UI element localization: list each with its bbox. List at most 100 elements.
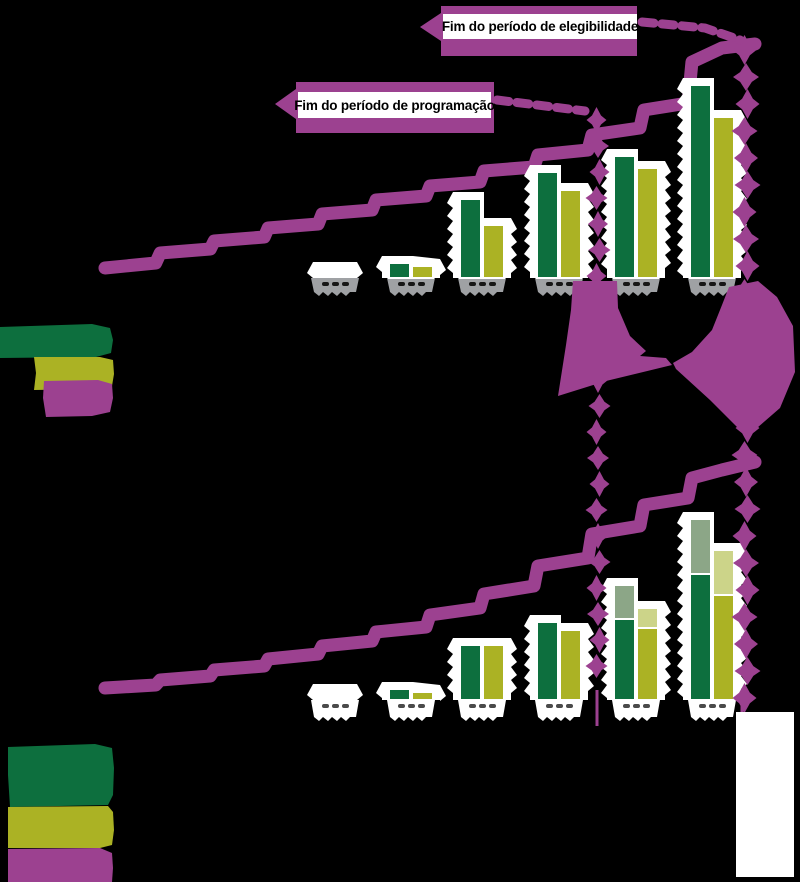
dash-diamond xyxy=(732,683,757,713)
cumulative-line xyxy=(98,455,762,695)
axis-pedestal xyxy=(612,700,660,721)
bar xyxy=(536,171,559,279)
category-mark xyxy=(566,282,573,286)
dash-diamond xyxy=(588,211,608,237)
legend-swatch-purple xyxy=(43,380,113,417)
category-mark xyxy=(322,704,329,708)
programming-ribbon-arrowhead xyxy=(275,89,296,119)
eligibility-callout-label: Fim do período de elegibilidade xyxy=(441,19,639,34)
dash-diamond xyxy=(589,159,610,185)
bar xyxy=(689,518,712,575)
category-mark xyxy=(332,282,339,286)
dash-diamond xyxy=(587,602,609,626)
category-mark xyxy=(633,704,640,708)
eligibility-callout: Fim do período de elegibilidade xyxy=(441,14,639,39)
category-mark xyxy=(418,282,425,286)
bar xyxy=(613,618,636,701)
dash-diamond xyxy=(585,186,608,210)
dash-diamond xyxy=(732,521,757,551)
dash-diamond xyxy=(734,171,761,199)
category-mark xyxy=(479,282,486,286)
axis-pedestal xyxy=(311,700,359,721)
dash-diamond xyxy=(734,657,761,685)
dash-diamond xyxy=(587,446,609,470)
chart-2 xyxy=(98,455,762,721)
category-mark xyxy=(469,704,476,708)
axis-pedestal xyxy=(535,700,583,721)
right-period-arrow xyxy=(673,281,795,432)
legend-swatch-olive xyxy=(8,806,114,848)
category-mark xyxy=(322,282,329,286)
dash-diamond xyxy=(585,654,608,678)
category-mark xyxy=(489,704,496,708)
dash-diamond xyxy=(735,251,760,281)
bar xyxy=(388,688,411,701)
dash-diamond xyxy=(588,523,608,549)
bar xyxy=(689,573,712,701)
legend-top xyxy=(0,324,114,417)
category-mark xyxy=(709,282,716,286)
category-mark xyxy=(719,704,726,708)
axis-pedestal xyxy=(387,700,435,721)
axis-pedestal xyxy=(387,278,435,296)
bar xyxy=(459,644,482,701)
category-mark xyxy=(633,282,640,286)
dash-diamond xyxy=(731,603,758,631)
dash-diamond xyxy=(588,394,611,418)
callout-trail xyxy=(492,95,590,116)
category-mark xyxy=(643,282,650,286)
dash-diamond xyxy=(732,35,757,65)
category-mark xyxy=(556,282,563,286)
dash-diamond xyxy=(589,627,610,653)
dash-diamond xyxy=(733,225,759,253)
category-mark xyxy=(398,704,405,708)
category-mark xyxy=(342,704,349,708)
dash-diamond xyxy=(587,134,609,158)
category-mark xyxy=(546,704,553,708)
dash-diamond xyxy=(731,441,758,469)
category-mark xyxy=(709,704,716,708)
category-mark xyxy=(643,704,650,708)
legend-bottom xyxy=(8,744,114,882)
dash-diamond xyxy=(586,263,607,289)
white-panel xyxy=(736,712,794,877)
dash-diamond xyxy=(733,63,759,91)
bar xyxy=(482,224,505,279)
category-mark xyxy=(332,704,339,708)
bar-group-sticker xyxy=(307,262,363,278)
dash-diamond xyxy=(589,471,610,497)
bar xyxy=(559,189,582,279)
category-mark xyxy=(699,704,706,708)
category-mark xyxy=(342,282,349,286)
dash-diamond xyxy=(735,575,760,605)
category-mark xyxy=(623,282,630,286)
dash-diamond xyxy=(735,89,760,119)
category-mark xyxy=(719,282,726,286)
category-mark xyxy=(479,704,486,708)
bar xyxy=(712,594,735,701)
bar xyxy=(559,629,582,701)
dash-diamond xyxy=(734,467,758,497)
category-mark xyxy=(398,282,405,286)
dash-diamond xyxy=(588,550,611,574)
chart-1 xyxy=(98,37,762,296)
category-mark xyxy=(556,704,563,708)
legend-swatch-dark_green xyxy=(8,744,114,807)
category-mark xyxy=(469,282,476,286)
bar xyxy=(636,627,659,701)
callout-trail xyxy=(637,17,745,45)
category-mark xyxy=(566,704,573,708)
bar xyxy=(411,265,434,279)
bar xyxy=(459,198,482,279)
programming-callout: Fim do período de programação xyxy=(294,92,495,118)
bar xyxy=(636,167,659,279)
dash-diamond xyxy=(586,107,607,133)
bar xyxy=(712,116,735,279)
category-mark xyxy=(489,282,496,286)
axis-pedestal xyxy=(311,278,359,296)
axis-pedestal xyxy=(688,700,736,721)
axis-pedestal xyxy=(458,278,506,296)
legend-swatch-dark_green xyxy=(0,324,113,358)
dash-diamond xyxy=(586,419,607,445)
left-period-arrow xyxy=(558,281,672,396)
